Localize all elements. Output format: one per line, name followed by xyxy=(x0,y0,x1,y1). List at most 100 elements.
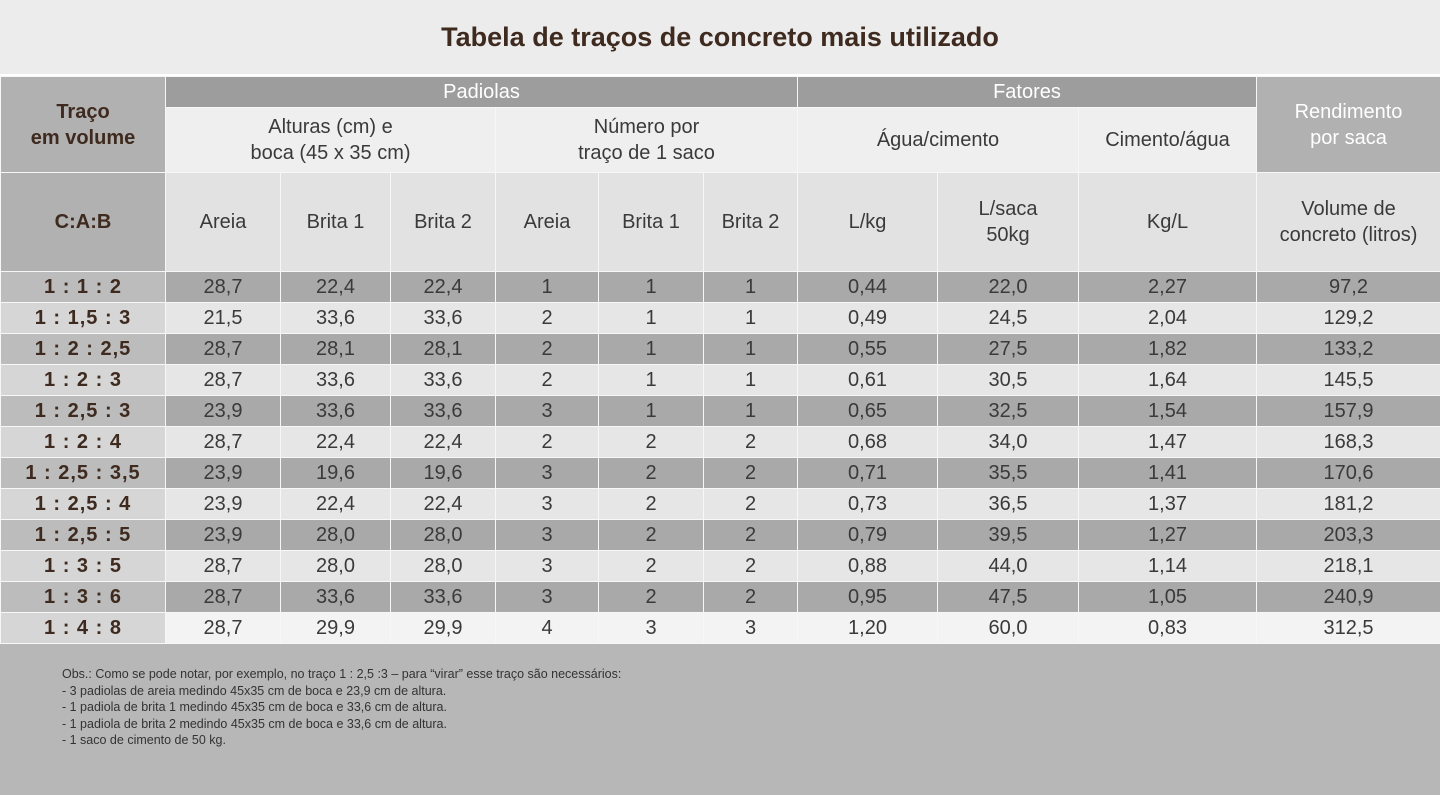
table-cell: 28,7 xyxy=(165,271,281,303)
header-row: C:A:B Areia Brita 1 Brita 2 Areia Brita 1 Brit… xyxy=(0,172,1440,272)
table-cell: 24,5 xyxy=(937,302,1079,334)
table-cell: 0,61 xyxy=(797,364,938,396)
table-cell: 1 : 2,5 : 3,5 xyxy=(0,457,166,489)
text-line: L/kg xyxy=(848,211,887,233)
table-cell: 28,7 xyxy=(165,426,281,458)
column-header: Brita 2 xyxy=(390,172,496,272)
table-cell: 1 xyxy=(598,271,704,303)
group-header: Fatores xyxy=(797,76,1257,108)
table-cell: 22,4 xyxy=(390,271,496,303)
table-cell: 22,4 xyxy=(390,488,496,520)
table-cell: 1,14 xyxy=(1078,550,1257,582)
table-cell: 1 xyxy=(703,271,798,303)
table-cell: 35,5 xyxy=(937,457,1079,489)
table-cell: 2 xyxy=(598,519,704,551)
table-cell: 33,6 xyxy=(390,364,496,396)
group-header: Padiolas xyxy=(165,76,798,108)
note-line: - 1 padiola de brita 2 medindo 45x35 cm … xyxy=(62,716,447,731)
header-cell: Rendimento por saca xyxy=(1256,76,1440,173)
table-cell: 1 : 3 : 5 xyxy=(0,550,166,582)
header-row: Traço em volume Padiolas Fatores Rendimento p… xyxy=(0,76,1440,173)
table-cell: 28,0 xyxy=(390,550,496,582)
table-cell: 1,05 xyxy=(1078,581,1257,613)
table-cell: 22,4 xyxy=(280,271,391,303)
table-cell: 2 xyxy=(703,581,798,613)
table-cell: 1 : 2 : 3 xyxy=(0,364,166,396)
table-cell: 29,9 xyxy=(390,612,496,644)
text-line: Brita 2 xyxy=(721,211,780,233)
table-cell: 3 xyxy=(495,488,599,520)
table-cell: 0,49 xyxy=(797,302,938,334)
text-line: Alturas (cm) e xyxy=(268,116,393,138)
text-line: Rendimento xyxy=(1294,100,1403,123)
header-cell: Número por traço de 1 saco xyxy=(495,107,798,173)
text-line: C:A:B xyxy=(54,211,112,233)
text-line: Traço xyxy=(56,100,110,123)
text-line: Kg/L xyxy=(1146,211,1189,233)
table-cell: 1 xyxy=(598,395,704,427)
header-cell: Traço em volume xyxy=(0,76,166,173)
table-cell: 0,68 xyxy=(797,426,938,458)
table-cell: 0,79 xyxy=(797,519,938,551)
note-line: - 1 padiola de brita 1 medindo 45x35 cm … xyxy=(62,700,447,715)
text-line: em volume xyxy=(30,126,136,149)
table-cell: 47,5 xyxy=(937,581,1079,613)
table-cell: 203,3 xyxy=(1256,519,1440,551)
table-cell: 2 xyxy=(495,364,599,396)
table-cell: 30,5 xyxy=(937,364,1079,396)
notes: Obs.: Como se pode notar, por exemplo, n… xyxy=(0,644,1440,749)
table-cell: 1,47 xyxy=(1078,426,1257,458)
note-line: - 3 padiolas de areia medindo 45x35 cm d… xyxy=(62,683,447,698)
table-cell: 1,20 xyxy=(797,612,938,644)
table-cell: 2 xyxy=(598,581,704,613)
table-cell: 3 xyxy=(495,550,599,582)
text-line: Brita 2 xyxy=(414,211,472,233)
table-cell: 1 : 1 : 2 xyxy=(0,271,166,303)
table-row: 1 : 2,5 : 4 23,9 22,4 22,4 3 2 2 0,73 36,5 1,37 18… xyxy=(0,488,1440,520)
table-cell: 2 xyxy=(495,426,599,458)
table-cell: 1,41 xyxy=(1078,457,1257,489)
column-header: Kg/L xyxy=(1078,172,1257,272)
table-cell: 1 : 1,5 : 3 xyxy=(0,302,166,334)
table-cell: 28,7 xyxy=(165,364,281,396)
table-cell: 3 xyxy=(495,395,599,427)
table-cell: 2 xyxy=(703,550,798,582)
column-header: L/saca 50kg xyxy=(937,172,1079,272)
table-cell: 1 xyxy=(598,333,704,365)
column-header: Areia xyxy=(165,172,281,272)
text-line: Brita 1 xyxy=(622,211,680,233)
table-cell: 1 : 2,5 : 4 xyxy=(0,488,166,520)
text-line: 50kg xyxy=(986,224,1030,246)
table-cell: 28,0 xyxy=(280,519,391,551)
text-line: traço de 1 saco xyxy=(578,142,715,164)
table-row: 1 : 2 : 2,5 28,7 28,1 28,1 2 1 1 0,55 27,5 1,82 13… xyxy=(0,333,1440,365)
table-cell: 22,4 xyxy=(280,426,391,458)
table-body: Traço em volume Padiolas Fatores Rendimento p… xyxy=(0,76,1440,644)
table-cell: 1 xyxy=(495,271,599,303)
table-cell: 60,0 xyxy=(937,612,1079,644)
text-line: Número por xyxy=(593,116,700,138)
table-cell: 2 xyxy=(703,488,798,520)
table-cell: 23,9 xyxy=(165,457,281,489)
table-cell: 1 xyxy=(598,364,704,396)
table-cell: 2 xyxy=(598,550,704,582)
table-row: 1 : 3 : 5 28,7 28,0 28,0 3 2 2 0,88 44,0 1,14 218,… xyxy=(0,550,1440,582)
table-cell: 0,55 xyxy=(797,333,938,365)
column-header: Volume de concreto (litros) xyxy=(1256,172,1440,272)
table-cell: 0,65 xyxy=(797,395,938,427)
table-cell: 19,6 xyxy=(390,457,496,489)
table-cell: 2 xyxy=(703,519,798,551)
table-cell: 218,1 xyxy=(1256,550,1440,582)
column-header: L/kg xyxy=(797,172,938,272)
note-line: Obs.: Como se pode notar, por exemplo, n… xyxy=(62,667,622,681)
column-header: Brita 1 xyxy=(598,172,704,272)
table-cell: 36,5 xyxy=(937,488,1079,520)
table-cell: 2 xyxy=(495,333,599,365)
header-cell: Alturas (cm) e boca (45 x 35 cm) xyxy=(165,107,496,173)
table-cell: 2 xyxy=(703,457,798,489)
table-cell: 0,95 xyxy=(797,581,938,613)
table-cell: 0,71 xyxy=(797,457,938,489)
table-cell: 3 xyxy=(703,612,798,644)
table-cell: 240,9 xyxy=(1256,581,1440,613)
